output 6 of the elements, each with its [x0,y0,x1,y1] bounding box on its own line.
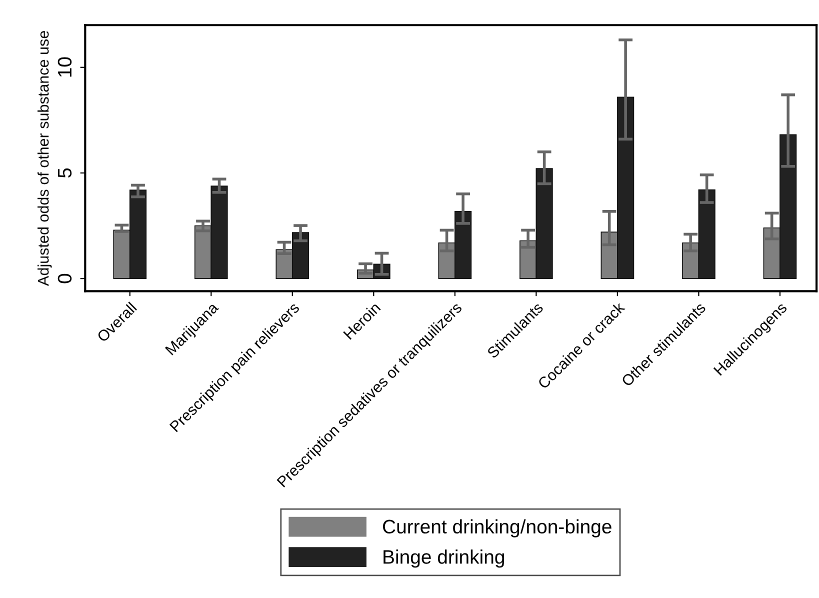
legend-label: Current drinking/non-binge [383,519,612,538]
y-axis-title: Adjusted odds of other substance use [38,31,52,286]
legend-label: Binge drinking [384,550,504,568]
y-tick-label: 10 [58,57,72,77]
y-tick-label: 5 [58,168,72,178]
y-tick-label: 0 [58,274,72,284]
